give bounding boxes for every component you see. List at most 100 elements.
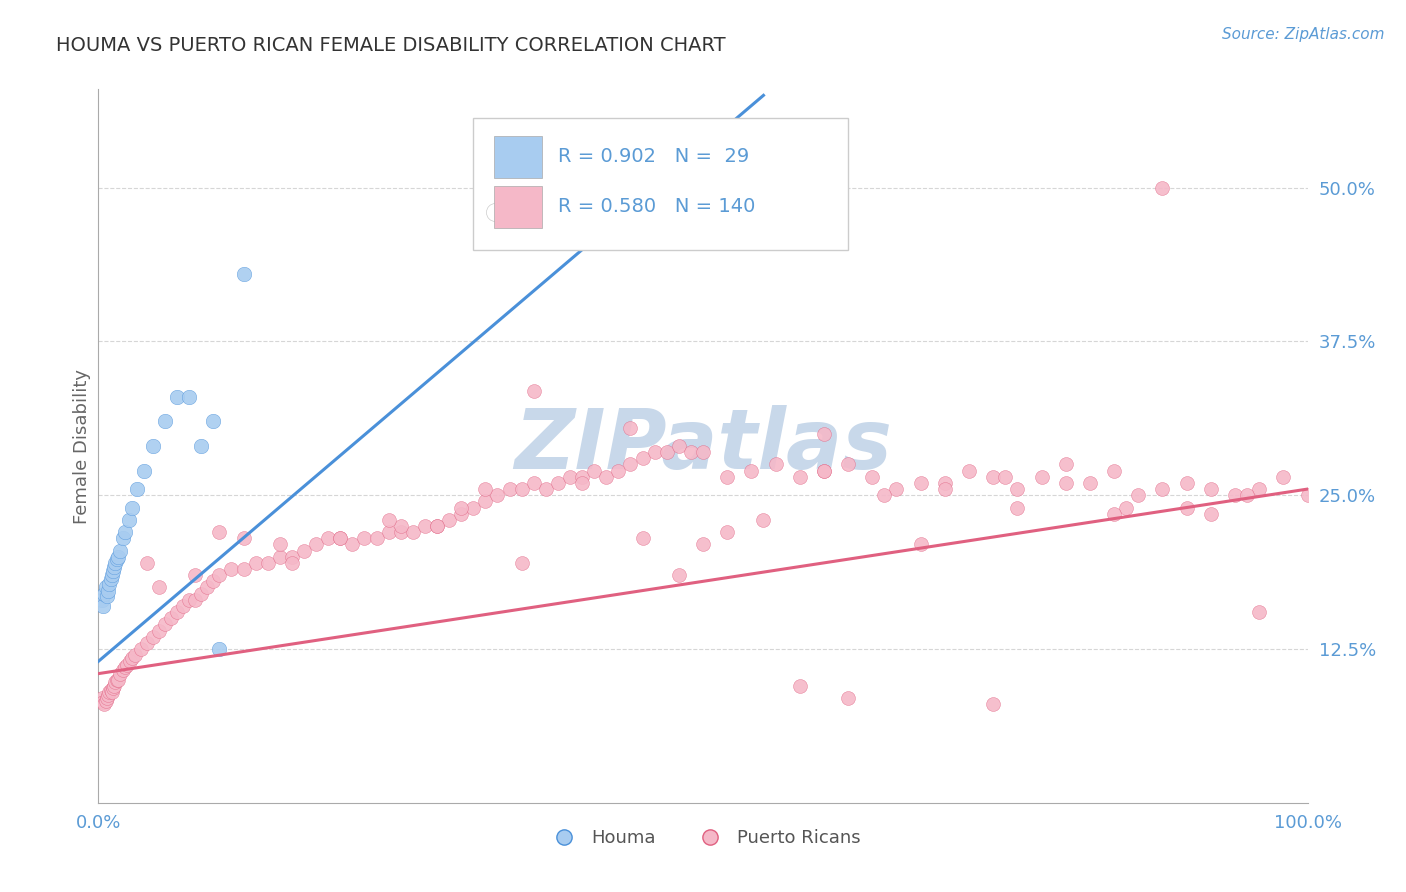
Point: [94, 581, 117, 595]
Point: [837, 691, 859, 706]
Point: [353, 531, 375, 545]
Point: [377, 525, 399, 540]
Point: [413, 519, 436, 533]
Point: [281, 556, 304, 570]
Point: [1199, 482, 1222, 496]
Point: [886, 482, 908, 496]
Point: [740, 464, 762, 478]
Point: [765, 458, 787, 472]
Point: [523, 475, 546, 490]
Point: [716, 469, 738, 483]
Y-axis label: Female Disability: Female Disability: [73, 368, 91, 524]
Point: [160, 611, 183, 625]
Point: [195, 581, 218, 595]
Point: [366, 531, 388, 545]
Point: [292, 543, 315, 558]
Point: [547, 475, 569, 490]
Point: [111, 531, 134, 545]
Point: [148, 581, 170, 595]
Point: [129, 642, 152, 657]
Point: [121, 500, 143, 515]
Point: [752, 513, 775, 527]
Point: [342, 537, 364, 551]
Point: [208, 525, 231, 540]
Point: [105, 552, 128, 566]
Point: [1152, 482, 1174, 496]
Point: [474, 482, 496, 496]
Point: [789, 679, 811, 693]
Point: [860, 469, 883, 483]
Point: [498, 482, 520, 496]
Point: [105, 673, 128, 687]
Point: [655, 445, 678, 459]
Point: [281, 549, 304, 564]
Point: [100, 682, 122, 697]
Point: [91, 695, 114, 709]
Point: [153, 414, 176, 428]
Point: [97, 688, 120, 702]
Point: [1236, 488, 1258, 502]
Point: [107, 673, 129, 687]
Point: [389, 519, 412, 533]
Point: [232, 531, 254, 545]
Point: [103, 679, 125, 693]
Point: [91, 691, 114, 706]
Point: [135, 556, 157, 570]
Point: [679, 445, 702, 459]
Point: [108, 666, 131, 681]
Point: [208, 568, 231, 582]
Point: [134, 464, 156, 478]
Point: [103, 559, 125, 574]
Text: R = 0.902   N =  29: R = 0.902 N = 29: [558, 147, 749, 166]
Point: [101, 565, 124, 579]
Point: [437, 513, 460, 527]
Point: [583, 464, 606, 478]
Text: Source: ZipAtlas.com: Source: ZipAtlas.com: [1222, 27, 1385, 42]
Point: [402, 525, 425, 540]
Point: [208, 642, 231, 657]
Point: [692, 537, 714, 551]
Point: [256, 556, 278, 570]
Point: [118, 654, 141, 668]
Point: [510, 556, 533, 570]
Point: [1175, 475, 1198, 490]
Point: [245, 556, 267, 570]
Point: [127, 482, 149, 496]
Point: [1054, 475, 1077, 490]
Legend: Houma, Puerto Ricans: Houma, Puerto Ricans: [538, 822, 868, 855]
Point: [1078, 475, 1101, 490]
Point: [202, 414, 225, 428]
Point: [148, 624, 170, 638]
Point: [104, 675, 127, 690]
Point: [981, 469, 1004, 483]
Point: [486, 488, 509, 502]
Text: R = 0.580   N = 140: R = 0.580 N = 140: [558, 197, 755, 217]
Point: [510, 482, 533, 496]
Point: [813, 426, 835, 441]
Text: HOUMA VS PUERTO RICAN FEMALE DISABILITY CORRELATION CHART: HOUMA VS PUERTO RICAN FEMALE DISABILITY …: [56, 36, 725, 54]
Point: [813, 464, 835, 478]
Point: [172, 599, 194, 613]
Point: [114, 660, 136, 674]
Point: [1175, 500, 1198, 515]
Point: [329, 531, 352, 545]
Point: [463, 500, 485, 515]
Point: [450, 507, 472, 521]
Point: [118, 513, 141, 527]
Point: [619, 420, 641, 434]
Point: [1223, 488, 1246, 502]
Point: [1249, 605, 1271, 619]
Point: [631, 451, 654, 466]
Point: [305, 537, 328, 551]
Point: [179, 390, 201, 404]
Point: [153, 617, 176, 632]
Point: [1102, 507, 1125, 521]
FancyBboxPatch shape: [494, 186, 543, 228]
Point: [184, 568, 207, 582]
Point: [1249, 482, 1271, 496]
Point: [934, 482, 956, 496]
Point: [184, 592, 207, 607]
Point: [166, 605, 188, 619]
Point: [94, 694, 117, 708]
Point: [873, 488, 896, 502]
